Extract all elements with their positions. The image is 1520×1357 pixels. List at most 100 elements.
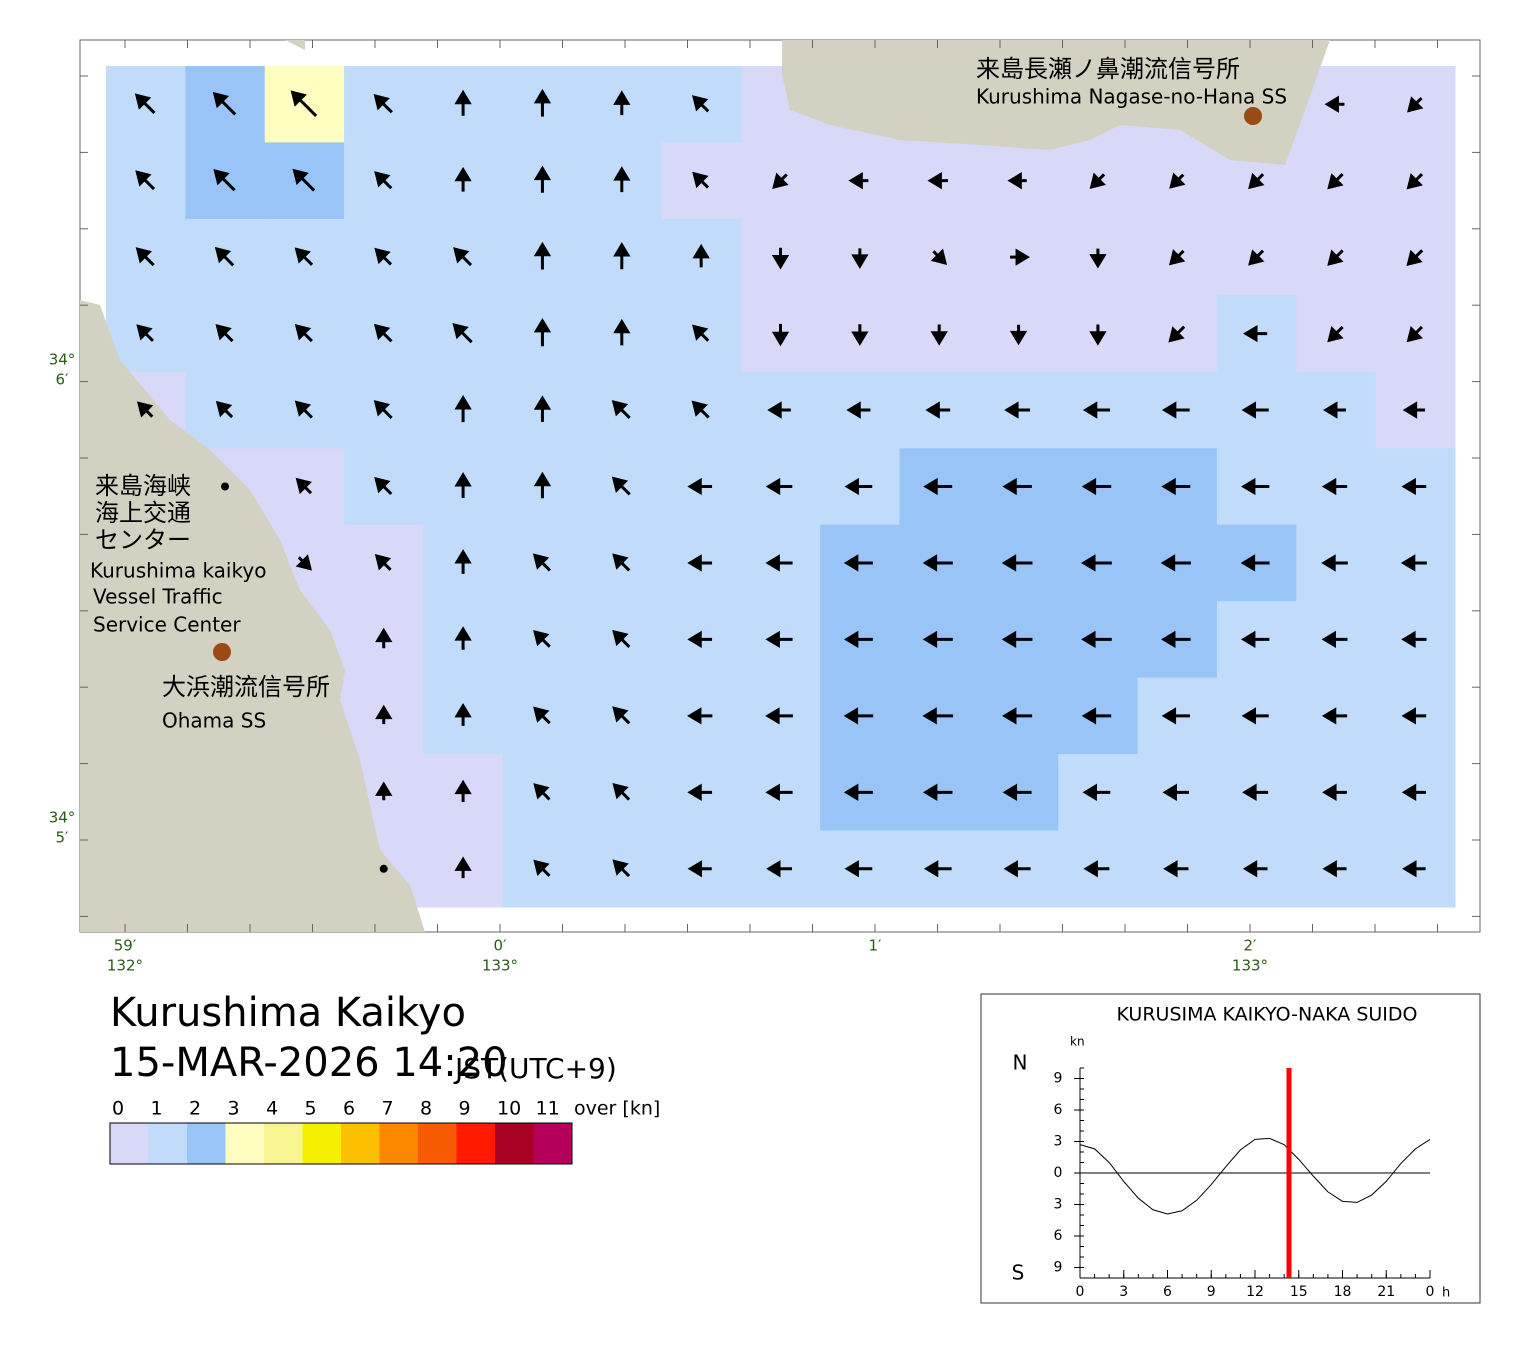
current-arrow [922,783,953,801]
current-arrow [374,476,393,496]
current-arrow [136,401,154,418]
current-arrow [1160,554,1191,572]
place-label: Vessel Traffic [93,585,223,609]
current-arrow [923,477,953,496]
current-arrow [1009,324,1028,346]
place-label: 来島長瀬ノ鼻潮流信号所 [976,55,1240,83]
current-arrow [1168,325,1186,343]
current-arrow [1081,477,1112,496]
current-arrow [1323,401,1346,419]
current-arrow [687,783,713,801]
lon-label: 133° [1232,957,1268,975]
current-arrow [692,95,710,113]
current-arrow [771,247,790,270]
lat-label: 34° [49,351,76,369]
current-arrow [375,627,393,649]
legend-swatch [495,1123,534,1164]
current-arrow [1321,707,1348,725]
current-arrow [1243,324,1268,343]
current-arrow [1161,401,1190,419]
y-tick-label: 3 [1054,1134,1063,1150]
place-label: 海上交通 [95,499,191,527]
current-arrow [1161,707,1190,725]
legend: 0 1 2 3 4 5 6 7 8 9 10 11 over [kn] [109,1098,660,1165]
calm-dot [221,482,230,491]
current-arrow [1401,783,1426,801]
current-arrow [373,400,393,420]
current-arrow [1010,248,1030,266]
land [782,40,1330,165]
place-label: 来島海峡 [95,472,191,500]
current-arrow [373,94,393,114]
legend-swatch [379,1123,418,1164]
current-arrow [1402,401,1426,419]
legend-label: 1 [151,1098,163,1120]
current-arrow [765,554,793,572]
timezone: JST(UTC+9) [453,1052,617,1085]
current-arrow [687,707,713,725]
current-arrow [213,169,236,192]
legend-swatch [418,1123,457,1164]
current-arrow [843,783,873,801]
x-tick-label: 12 [1246,1284,1264,1300]
current-arrow [374,247,393,266]
current-arrow [767,401,791,419]
current-arrow [454,626,472,650]
current-arrow [214,246,235,267]
current-arrow [1241,477,1270,496]
current-arrow [1241,630,1270,649]
current-arrow [1002,783,1032,801]
current-arrow [1001,630,1033,649]
current-arrow [613,318,631,346]
current-arrow [1401,707,1427,725]
current-arrow [454,549,472,574]
current-arrow [292,168,316,192]
legend-label: 8 [420,1098,432,1120]
current-arrow [533,165,552,193]
legend-label: 6 [343,1098,355,1120]
current-arrow [1407,96,1424,113]
current-arrow [930,248,948,265]
current-arrow [613,166,631,193]
chart-title: KURUSIMA KAIKYO-NAKA SUIDO [1116,1004,1417,1026]
current-arrow [1169,172,1186,189]
current-arrow [1401,630,1427,649]
current-arrow [1322,783,1347,801]
current-arrow [374,171,393,190]
current-arrow [692,171,710,189]
current-arrow [533,630,551,648]
current-arrow [533,88,552,117]
current-arrow [1089,172,1106,189]
current-arrow [927,172,949,190]
calm-dot [379,864,388,873]
legend-label: 10 [497,1098,521,1120]
x-tick-label: 18 [1334,1284,1352,1300]
current-arrow [613,242,631,270]
current-arrow [1082,401,1111,419]
current-arrows [134,88,1427,879]
y-tick-label: 6 [1054,1228,1063,1244]
current-arrow [843,554,873,572]
place-label: Kurushima kaikyo [90,559,266,583]
current-arrow [212,91,237,116]
x-tick-label: 21 [1377,1284,1395,1300]
current-arrow [1163,860,1189,878]
current-arrow [1161,477,1191,496]
current-arrow [771,323,790,347]
current-arrow [454,166,472,192]
current-arrow [1248,249,1265,266]
current-arrow [1322,860,1347,878]
current-arrow [1327,325,1344,343]
current-arrow [533,241,552,270]
current-arrow [1007,172,1027,190]
current-arrow [1242,860,1268,878]
legend-swatch [110,1123,149,1164]
current-arrow [692,324,710,342]
current-arrow [851,324,869,346]
current-arrow [295,477,313,495]
y-unit: kn [1070,1035,1085,1049]
y-tick-label: 9 [1054,1071,1063,1087]
current-arrow [1081,707,1112,725]
current-arrow [922,630,953,649]
